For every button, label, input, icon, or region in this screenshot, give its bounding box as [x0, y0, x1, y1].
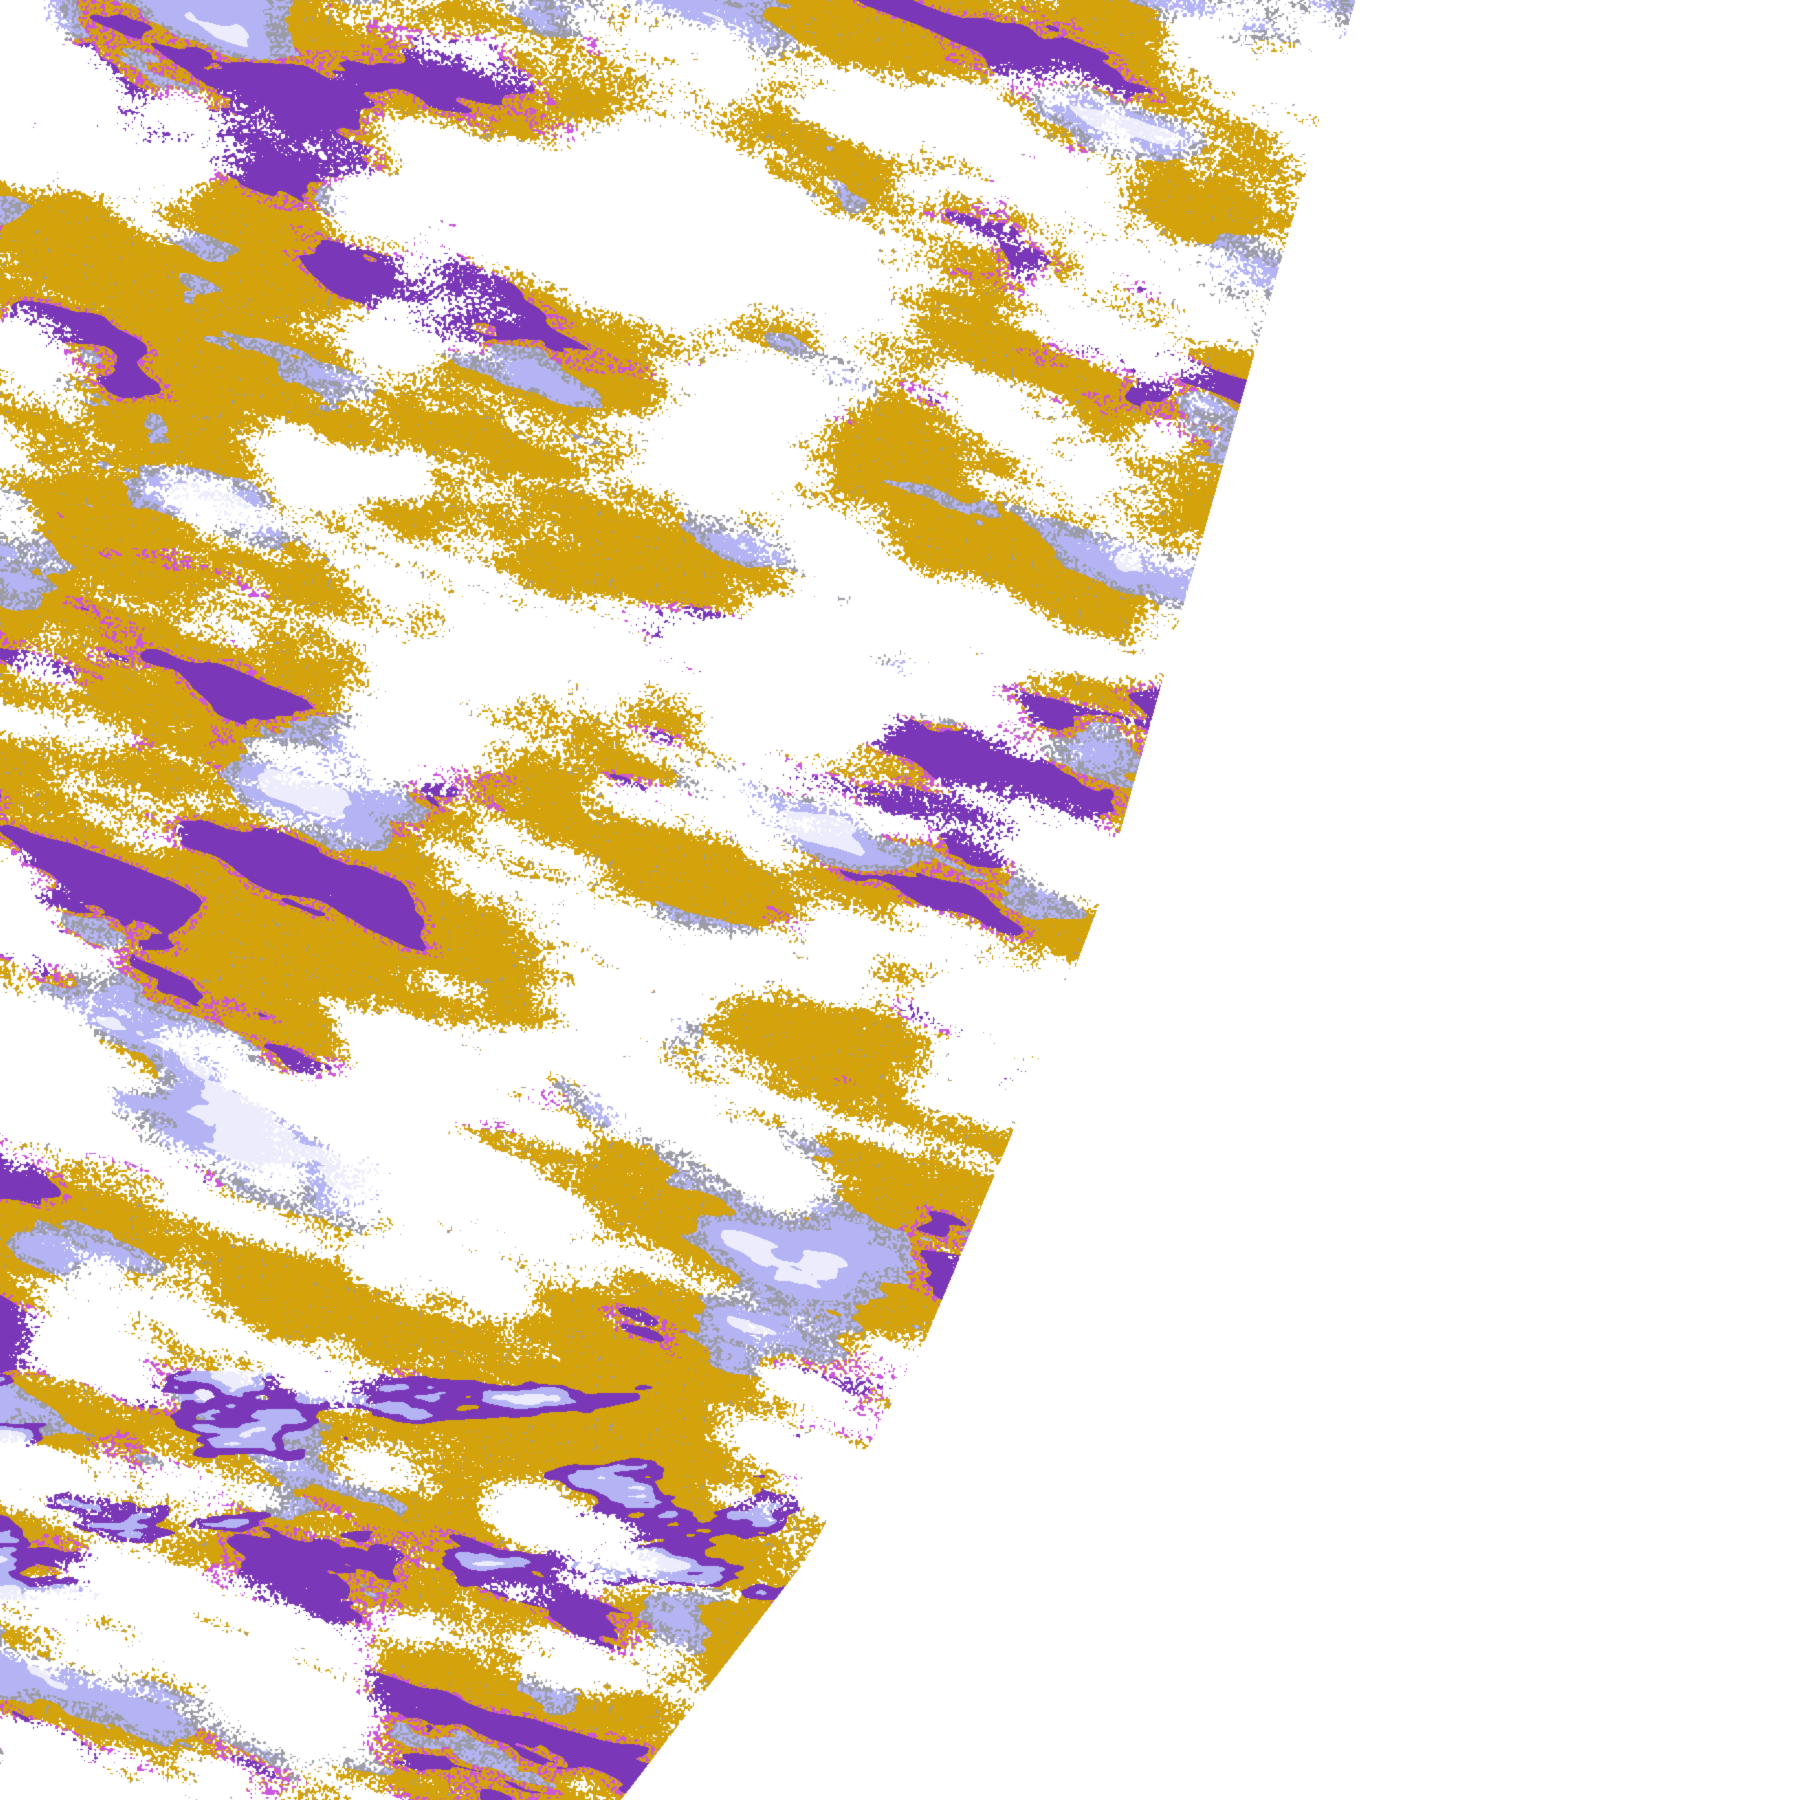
satellite-image [0, 0, 1800, 1800]
cloud-classification-canvas [0, 0, 1800, 1800]
